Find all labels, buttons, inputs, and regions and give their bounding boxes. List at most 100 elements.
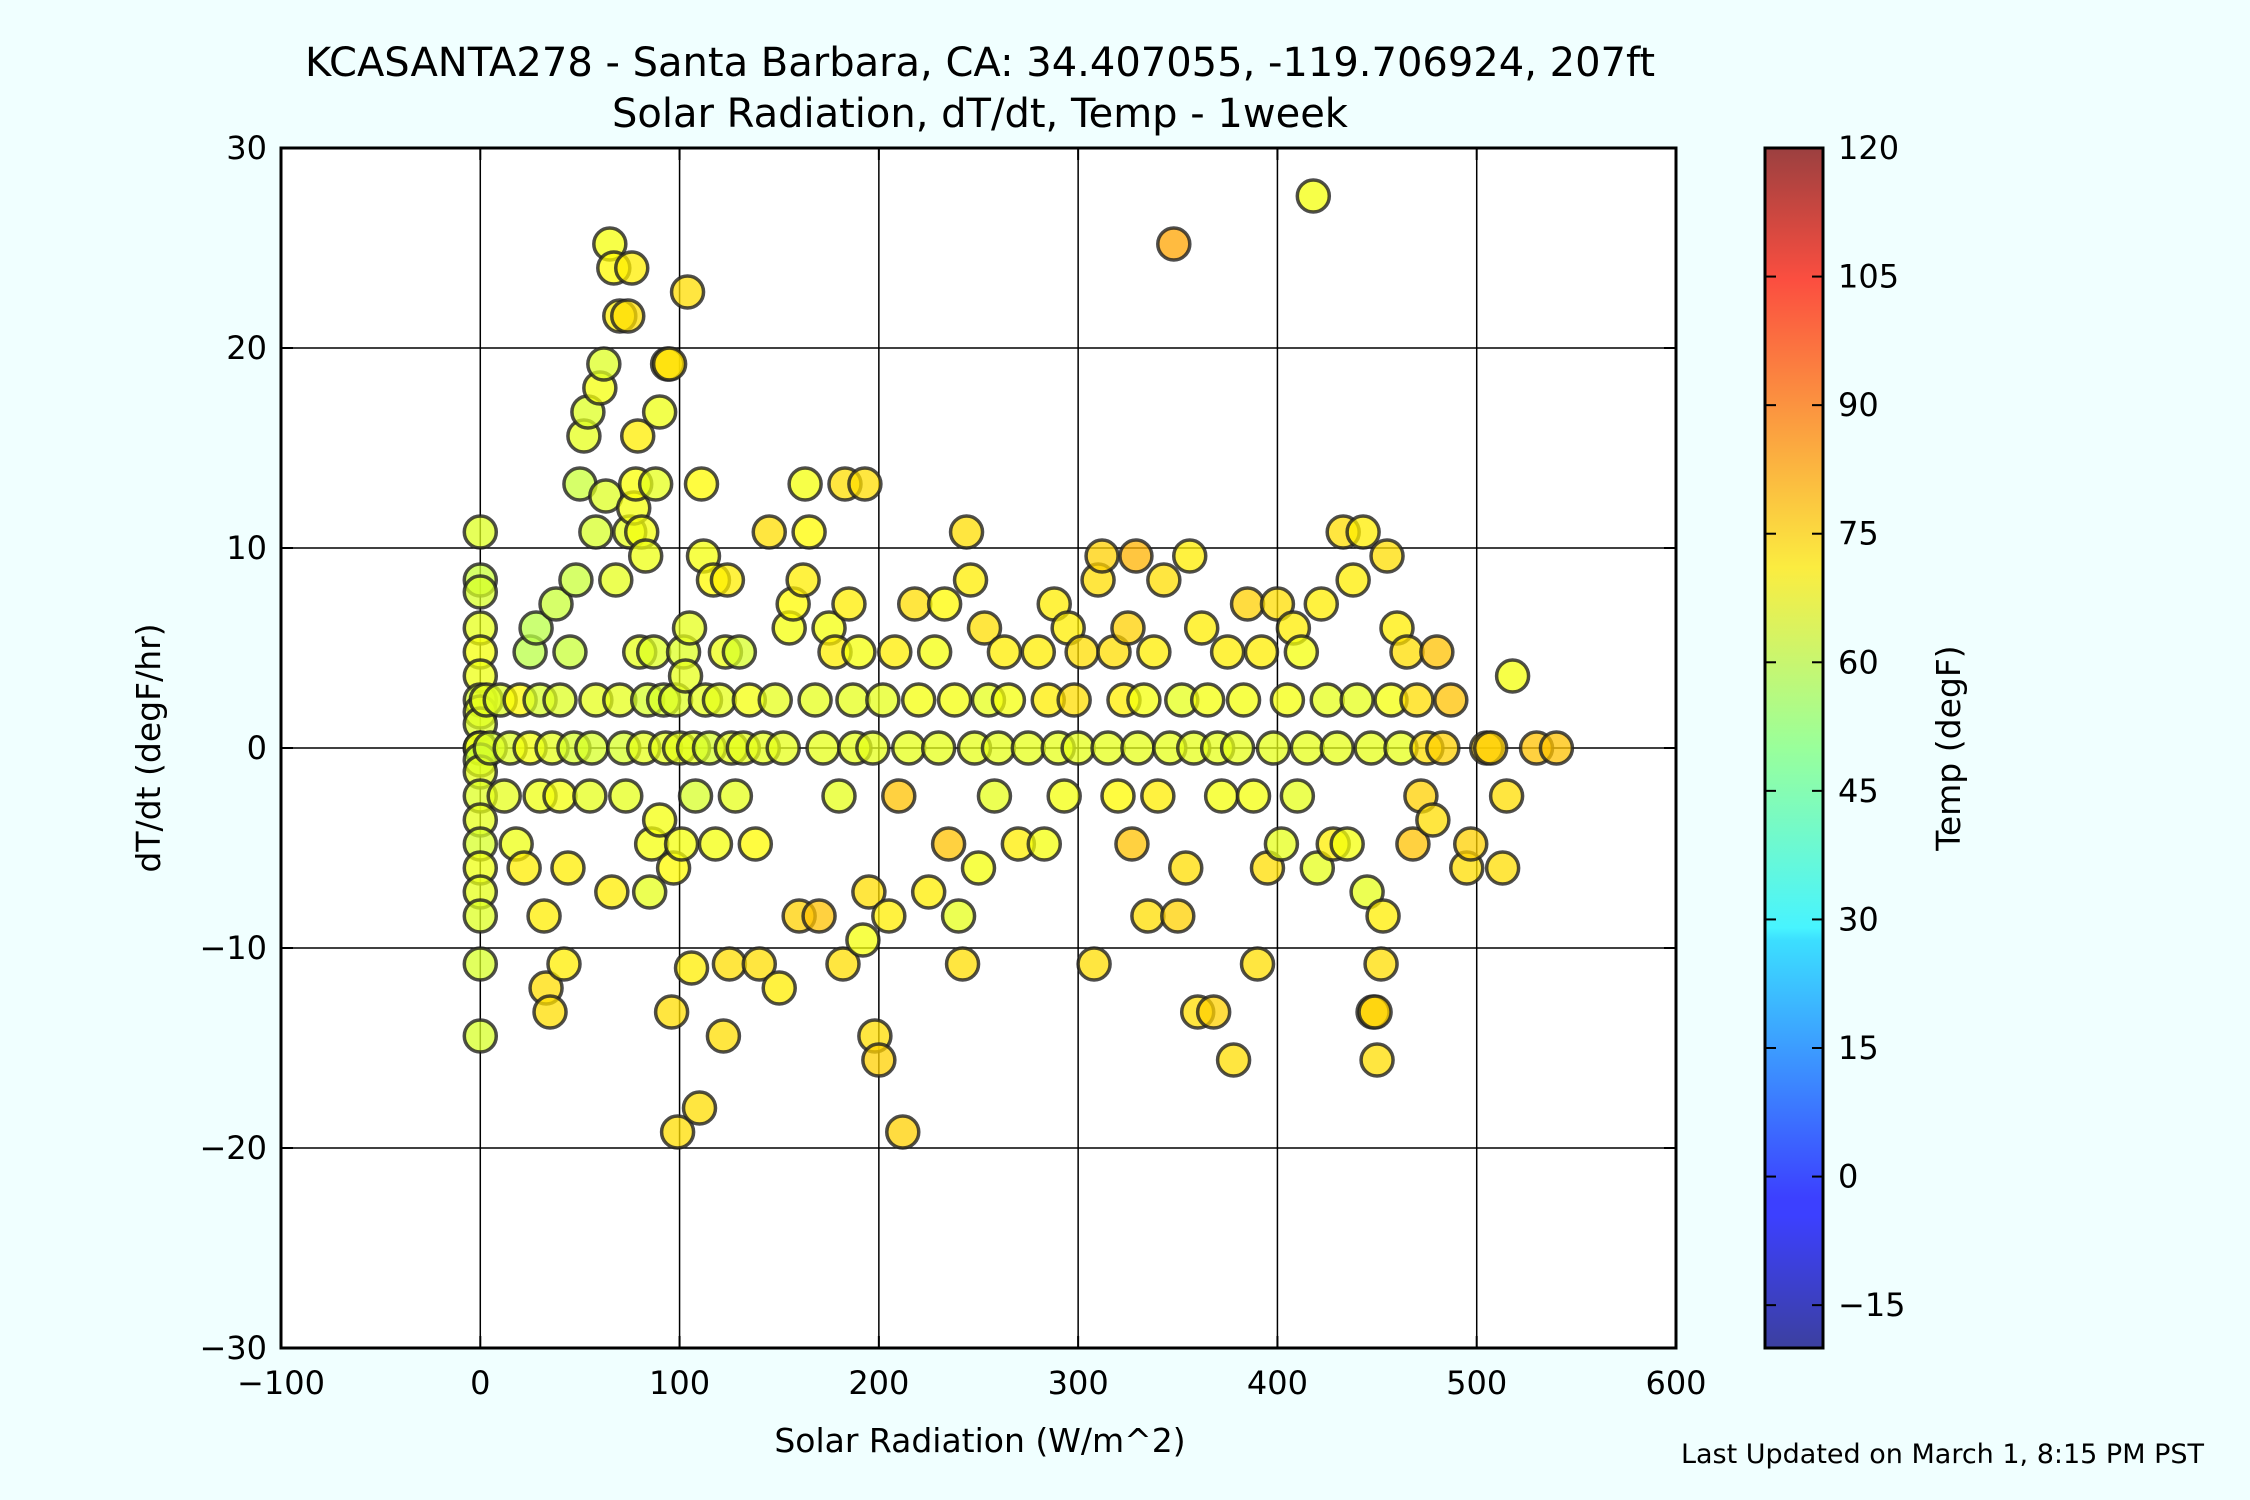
scatter-point [1215,1042,1252,1078]
scatter-point [635,634,672,670]
scatter-point [1010,730,1047,766]
scatter-point [785,562,821,598]
scatter-point [462,946,499,982]
x-tick-label: 0 [470,1364,490,1402]
scatter-point [1494,658,1531,694]
scatter-point [986,634,1023,670]
x-axis-ticks: −100 0 100 200 300 400 500 600 [237,148,1707,1402]
scatter-point [663,826,700,862]
scatter-point [641,802,678,838]
scatter-point [891,730,927,766]
scatter-point [1538,730,1575,766]
scatter-point [697,826,734,862]
scatter-point [542,682,578,718]
scatter-point [717,778,754,814]
scatter-point [1118,538,1154,574]
scatter-point [1203,778,1240,814]
scatter-point [835,682,871,718]
scatter-point [831,586,867,622]
scatter-point [1263,826,1300,862]
scatter-point [757,682,793,718]
chart-title: KCASANTA278 - Santa Barbara, CA: 34.4070… [305,40,1655,86]
scatter-point [1259,586,1296,622]
scatter-point [1056,682,1092,718]
scatter-point [637,466,674,502]
y-tick-label: 0 [247,729,267,767]
scatter-point [930,826,967,862]
colorbar-tick-label: 0 [1838,1158,1858,1196]
scatter-point [1195,994,1232,1030]
scatter-point [737,826,774,862]
scatter-point [1219,730,1256,766]
scatter-point [669,274,706,310]
scatter-point [1345,514,1381,550]
scatter-point [821,778,857,814]
scatter-point [865,682,901,718]
scatter-point [1363,946,1399,982]
colorbar-tick-label: 120 [1838,129,1899,167]
scatter-point [976,778,1013,814]
scatter-point [683,466,720,502]
scatter-point [741,946,778,982]
scatter-point [659,1114,696,1150]
scatter-point [952,562,989,598]
scatter-point [761,970,797,1006]
scatter-points [462,178,1575,1150]
scatter-point [552,634,588,670]
scatter-point [1399,682,1435,718]
scatter-point [1114,826,1150,862]
y-tick-label: −20 [199,1129,267,1167]
y-axis-ticks: −30 −20 −10 0 10 20 30 [199,129,1676,1367]
scatter-point [572,778,608,814]
scatter-point [948,514,985,550]
scatter-point [966,610,1003,646]
scatter-point [1359,1042,1395,1078]
scatter-point [1156,226,1192,262]
y-tick-label: 10 [226,529,267,567]
scatter-point [701,682,738,718]
scatter-point [990,682,1027,718]
scatter-point [1183,610,1220,646]
scatter-point [1365,898,1401,934]
scatter-point [1060,730,1096,766]
scatter-point [1309,682,1345,718]
scatter-point [558,562,594,598]
scatter-point [1419,634,1455,670]
scatter-point [671,610,708,646]
scatter-point [940,898,977,934]
scatter-point [1146,562,1182,598]
scatter-point [550,850,586,886]
scatter-point [1335,562,1371,598]
scatter-point [1046,778,1082,814]
scatter-point [855,730,891,766]
scatter-point [1136,634,1172,670]
scatter-point [861,1042,897,1078]
scatter-point [651,346,688,382]
scatter-point [916,634,953,670]
scatter-point [574,730,610,766]
scatter-point [1189,682,1226,718]
scatter-point [801,898,837,934]
scatter-point [885,1114,921,1150]
scatter-point [960,850,997,886]
scatter-point [1329,826,1365,862]
scatter-point [506,850,542,886]
scatter-point [518,610,554,646]
scatter-point [532,994,568,1030]
x-tick-label: −100 [237,1364,325,1402]
scatter-point [900,682,937,718]
scatter-point [711,946,748,982]
colorbar-tick-label: 75 [1838,515,1879,553]
y-tick-label: 30 [226,129,267,167]
chart-subtitle: Solar Radiation, dT/dt, Temp - 1week [612,91,1349,137]
scatter-point [847,466,883,502]
scatter-point [1433,682,1469,718]
scatter-point [910,874,947,910]
scatter-point [1239,946,1276,982]
scatter-point [608,778,644,814]
scatter-point [673,950,710,986]
scatter-point [1235,778,1272,814]
y-tick-label: 20 [226,329,267,367]
scatter-point [586,346,622,382]
scatter-point [1415,802,1451,838]
